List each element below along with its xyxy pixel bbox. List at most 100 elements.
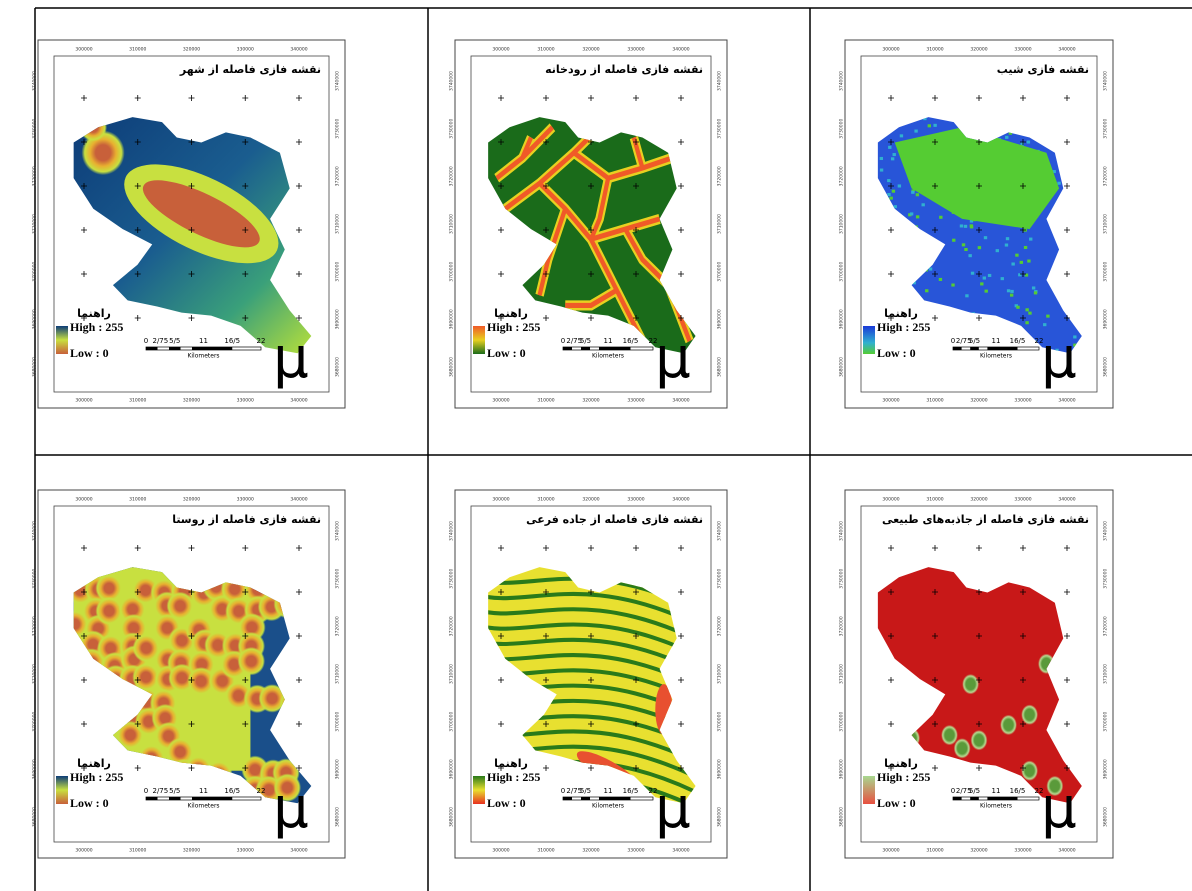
y-coord-label: 3740000: [32, 521, 38, 541]
slope-cell: [916, 215, 919, 218]
scale-segment: [192, 347, 204, 350]
scale-label: 0: [144, 337, 148, 345]
north-arrow: μ: [655, 776, 691, 841]
legend-high: High : 255: [877, 770, 930, 784]
y-coord-label: 3730000: [717, 119, 723, 139]
y-coord-label: 3710000: [839, 664, 845, 684]
scale-segment: [204, 347, 233, 350]
x-coord-label: 320000: [970, 848, 987, 854]
x-coord-label: 300000: [882, 398, 899, 404]
y-coord-label: 3720000: [449, 166, 455, 186]
north-arrow: μ: [655, 326, 691, 391]
slope-cell: [880, 169, 883, 172]
attraction: [1021, 705, 1038, 725]
y-coord-label: 3700000: [839, 262, 845, 282]
scale-label: 11: [199, 337, 208, 345]
slope-cell: [1010, 294, 1013, 297]
slope-cell: [887, 193, 890, 196]
y-coord-label: 3680000: [717, 807, 723, 827]
y-coord-label: 3710000: [1103, 214, 1109, 234]
scale-segment: [563, 347, 572, 350]
slope-cell: [889, 197, 892, 200]
x-coord-label: 320000: [582, 398, 599, 404]
scale-segment: [599, 797, 608, 800]
x-coord-label: 310000: [537, 497, 554, 503]
x-coord-label: 300000: [75, 47, 92, 53]
legend-title: راهنما: [77, 757, 111, 770]
scale-segment: [608, 347, 631, 350]
slope-cell: [1016, 306, 1019, 309]
scale-label: 2/75: [153, 787, 169, 795]
scale-segment: [146, 797, 158, 800]
legend-gradient: [56, 776, 68, 804]
map-panel: 3000003000003100003100003200003200003300…: [449, 40, 728, 408]
slope-cell: [970, 225, 973, 228]
y-coord-label: 3700000: [335, 712, 341, 732]
slope-cell: [964, 248, 967, 251]
slope-cell: [893, 153, 896, 156]
x-coord-label: 320000: [970, 398, 987, 404]
scale-label: 11: [992, 337, 1001, 345]
slope-cell: [984, 236, 987, 239]
slope-cell: [898, 184, 901, 187]
y-coord-label: 3740000: [1103, 71, 1109, 91]
x-coord-label: 300000: [882, 497, 899, 503]
x-coord-label: 300000: [492, 848, 509, 854]
scale-label: 11: [199, 787, 208, 795]
x-coord-label: 310000: [926, 848, 943, 854]
x-coord-label: 330000: [627, 47, 644, 53]
x-coord-label: 320000: [183, 848, 200, 854]
scale-label: 2/75: [153, 337, 169, 345]
y-coord-label: 3700000: [1103, 262, 1109, 282]
y-coord-label: 3720000: [449, 616, 455, 636]
y-coord-label: 3730000: [839, 119, 845, 139]
x-coord-label: 300000: [492, 398, 509, 404]
slope-cell: [983, 276, 986, 279]
y-coord-label: 3710000: [449, 664, 455, 684]
slope-cell: [1029, 238, 1032, 241]
y-coord-label: 3690000: [1103, 309, 1109, 329]
scale-label: 16/5: [1010, 337, 1026, 345]
x-coord-label: 340000: [672, 848, 689, 854]
scale-label: 5/5: [580, 787, 591, 795]
y-coord-label: 3710000: [1103, 664, 1109, 684]
legend-title: راهنما: [884, 307, 918, 320]
x-coord-label: 330000: [237, 398, 254, 404]
village: [166, 592, 194, 621]
y-coord-label: 3730000: [1103, 119, 1109, 139]
scale-label: 16/5: [1010, 787, 1026, 795]
slope-cell: [1025, 321, 1028, 324]
x-coord-label: 300000: [75, 848, 92, 854]
y-coord-label: 3740000: [449, 71, 455, 91]
x-coord-label: 320000: [183, 47, 200, 53]
map-panel: 3000003000003100003100003200003200003300…: [32, 40, 346, 408]
scale-segment: [953, 347, 962, 350]
y-coord-label: 3740000: [1103, 521, 1109, 541]
village: [95, 597, 123, 626]
legend-gradient: [863, 326, 875, 354]
legend-high: High : 255: [70, 320, 123, 334]
slope-cell: [1027, 141, 1030, 144]
slope-cell: [1005, 244, 1008, 247]
x-coord-label: 340000: [290, 398, 307, 404]
scale-label: 11: [992, 787, 1001, 795]
slope-cell: [900, 134, 903, 137]
y-coord-label: 3680000: [839, 807, 845, 827]
north-arrow: μ: [1041, 776, 1077, 841]
y-coord-label: 3740000: [839, 71, 845, 91]
y-coord-label: 3690000: [839, 759, 845, 779]
scale-label: 0: [561, 787, 565, 795]
map-title: نقشه فازی شیب: [997, 63, 1089, 76]
x-coord-label: 340000: [290, 497, 307, 503]
y-coord-label: 3730000: [32, 569, 38, 589]
scale-segment: [563, 797, 572, 800]
y-coord-label: 3730000: [32, 119, 38, 139]
slope-cell: [1025, 308, 1028, 311]
scale-segment: [581, 797, 590, 800]
x-coord-label: 310000: [926, 497, 943, 503]
y-coord-label: 3680000: [449, 357, 455, 377]
y-coord-label: 3740000: [449, 521, 455, 541]
scale-label: 16/5: [224, 787, 240, 795]
x-coord-label: 340000: [290, 47, 307, 53]
x-coord-label: 340000: [1058, 398, 1075, 404]
